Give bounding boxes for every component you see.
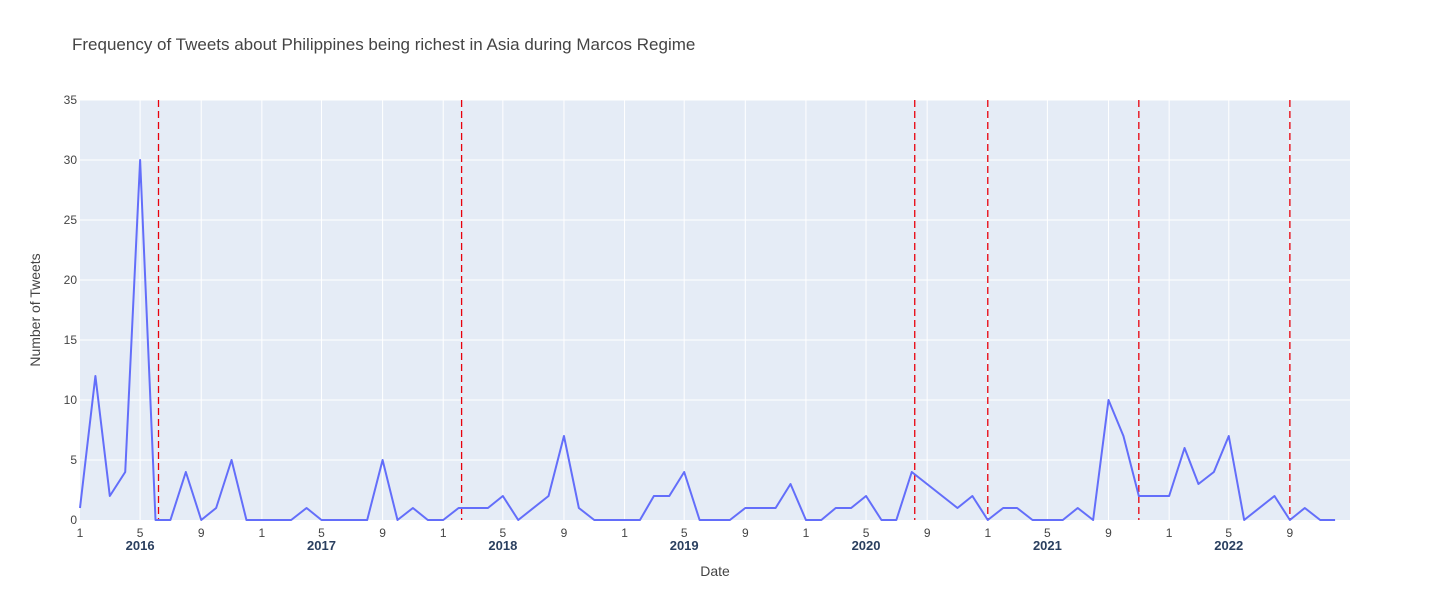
x-tick-label: 5 bbox=[1225, 526, 1232, 540]
x-tick-label: 1 bbox=[77, 526, 84, 540]
x-tick-label: 1 bbox=[440, 526, 447, 540]
y-axis-label: Number of Tweets bbox=[27, 253, 43, 366]
y-tick-label: 25 bbox=[64, 213, 78, 227]
x-tick-label: 9 bbox=[742, 526, 749, 540]
y-tick-label: 15 bbox=[64, 333, 78, 347]
x-tick-label: 5 bbox=[137, 526, 144, 540]
x-axis-ticks: 1 5 9 1 5 9 1 5 9 1 5 9 1 5 9 1 5 9 1 5 9 2016 2017 2018 2019 202… bbox=[77, 526, 1294, 553]
y-tick-label: 5 bbox=[70, 453, 77, 467]
event-lines bbox=[157, 100, 1291, 520]
x-year-label: 2018 bbox=[488, 538, 517, 553]
y-tick-label: 20 bbox=[64, 273, 78, 287]
x-year-label: 2020 bbox=[852, 538, 881, 553]
x-year-label: 2019 bbox=[670, 538, 699, 553]
x-tick-label: 5 bbox=[863, 526, 870, 540]
y-tick-label: 10 bbox=[64, 393, 78, 407]
gridlines bbox=[80, 99, 1350, 520]
x-tick-label: 9 bbox=[198, 526, 205, 540]
y-tick-label: 0 bbox=[70, 513, 77, 527]
x-axis-label: Date bbox=[700, 563, 730, 579]
y-tick-label: 30 bbox=[64, 153, 78, 167]
x-tick-label: 9 bbox=[1287, 526, 1294, 540]
x-year-label: 2022 bbox=[1214, 538, 1243, 553]
x-tick-label: 5 bbox=[681, 526, 688, 540]
x-tick-label: 9 bbox=[924, 526, 931, 540]
y-tick-label: 35 bbox=[64, 93, 78, 107]
x-year-label: 2021 bbox=[1033, 538, 1062, 553]
x-tick-label: 1 bbox=[1166, 526, 1173, 540]
x-year-label: 2016 bbox=[126, 538, 155, 553]
x-tick-label: 5 bbox=[1044, 526, 1051, 540]
x-tick-label: 1 bbox=[803, 526, 810, 540]
x-tick-label: 1 bbox=[259, 526, 266, 540]
x-tick-label: 9 bbox=[1105, 526, 1112, 540]
series-line bbox=[79, 159, 1336, 521]
x-tick-label: 1 bbox=[621, 526, 628, 540]
y-axis-ticks: 0 5 10 15 20 25 30 35 bbox=[64, 93, 78, 527]
series-layer bbox=[79, 159, 1336, 521]
x-tick-label: 9 bbox=[561, 526, 568, 540]
x-tick-label: 1 bbox=[984, 526, 991, 540]
x-tick-label: 9 bbox=[379, 526, 386, 540]
x-tick-label: 5 bbox=[499, 526, 506, 540]
plot-background bbox=[80, 100, 1350, 520]
x-tick-label: 5 bbox=[318, 526, 325, 540]
chart-title: Frequency of Tweets about Philippines be… bbox=[72, 35, 695, 54]
x-year-label: 2017 bbox=[307, 538, 336, 553]
